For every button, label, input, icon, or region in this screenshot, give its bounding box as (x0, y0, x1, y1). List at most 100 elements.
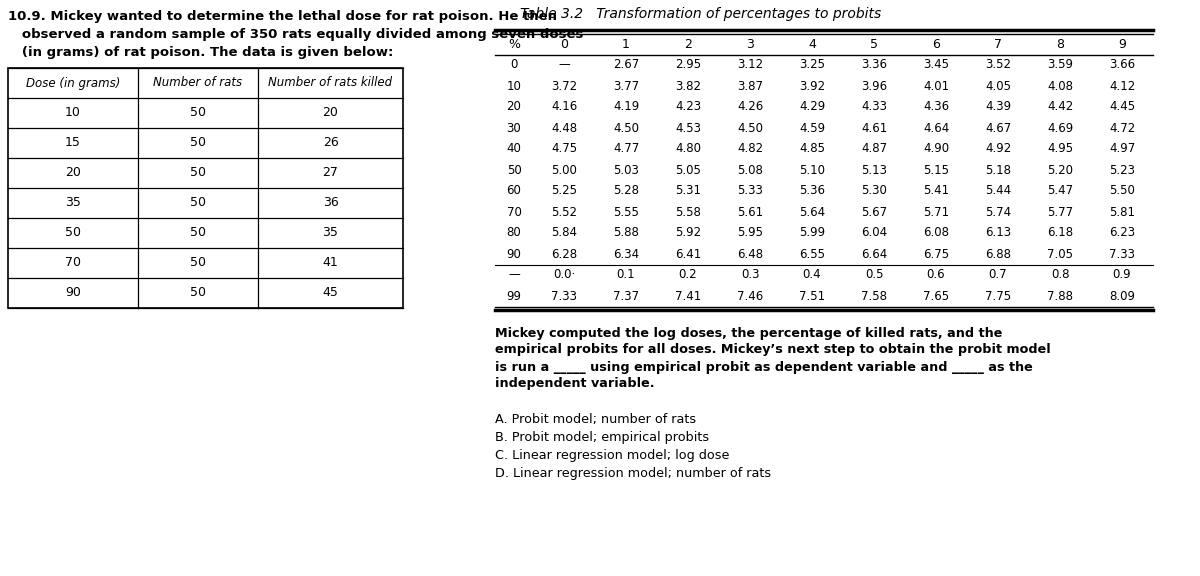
Text: 7.58: 7.58 (862, 290, 887, 302)
Text: 3.45: 3.45 (923, 59, 949, 71)
Text: 5.03: 5.03 (613, 164, 638, 176)
Text: 4.50: 4.50 (737, 122, 763, 135)
Text: 3.12: 3.12 (737, 59, 763, 71)
Text: 7.05: 7.05 (1046, 248, 1073, 260)
Text: 6.28: 6.28 (551, 248, 577, 260)
Text: 6: 6 (932, 37, 940, 51)
Text: 3.59: 3.59 (1046, 59, 1073, 71)
Text: 20: 20 (506, 100, 522, 113)
Text: 6.55: 6.55 (799, 248, 826, 260)
Text: 35: 35 (323, 226, 338, 240)
Text: 4.72: 4.72 (1109, 122, 1135, 135)
Text: 45: 45 (323, 286, 338, 300)
Text: 7.65: 7.65 (923, 290, 949, 302)
Text: 0.7: 0.7 (989, 268, 1007, 282)
Text: 35: 35 (65, 196, 80, 210)
Text: 5.18: 5.18 (985, 164, 1010, 176)
Text: 0: 0 (510, 59, 517, 71)
Text: 50: 50 (190, 137, 206, 150)
Text: 5.31: 5.31 (674, 184, 701, 198)
Text: 3.92: 3.92 (799, 79, 826, 93)
Text: 7: 7 (994, 37, 1002, 51)
Text: 8: 8 (1056, 37, 1064, 51)
Text: is run a _____ using empirical probit as dependent variable and _____ as the: is run a _____ using empirical probit as… (496, 361, 1033, 373)
Text: 20: 20 (65, 166, 80, 180)
Text: 5.41: 5.41 (923, 184, 949, 198)
Text: 7.46: 7.46 (737, 290, 763, 302)
Text: 4.59: 4.59 (799, 122, 826, 135)
Text: 5.67: 5.67 (860, 206, 887, 218)
Text: 5.95: 5.95 (737, 226, 763, 240)
Text: 5.13: 5.13 (862, 164, 887, 176)
Text: 5.64: 5.64 (799, 206, 826, 218)
Text: —: — (508, 268, 520, 282)
Text: 4.97: 4.97 (1109, 142, 1135, 156)
Text: 4.77: 4.77 (613, 142, 640, 156)
Text: 60: 60 (506, 184, 522, 198)
Text: D. Linear regression model; number of rats: D. Linear regression model; number of ra… (496, 467, 772, 479)
Text: 4.48: 4.48 (551, 122, 577, 135)
Text: 27: 27 (323, 166, 338, 180)
Text: 5.99: 5.99 (799, 226, 826, 240)
Text: 10: 10 (506, 79, 522, 93)
Text: A. Probit model; number of rats: A. Probit model; number of rats (496, 412, 696, 426)
Text: 6.23: 6.23 (1109, 226, 1135, 240)
Text: 99: 99 (506, 290, 522, 302)
Text: 10: 10 (65, 107, 80, 119)
Text: 6.08: 6.08 (923, 226, 949, 240)
Text: 7.33: 7.33 (551, 290, 577, 302)
Text: 5.47: 5.47 (1046, 184, 1073, 198)
Text: %: % (508, 37, 520, 51)
Text: 50: 50 (190, 256, 206, 270)
Text: Number of rats: Number of rats (154, 77, 242, 89)
Text: 4.69: 4.69 (1046, 122, 1073, 135)
Text: 50: 50 (190, 166, 206, 180)
Text: 6.34: 6.34 (613, 248, 640, 260)
Text: 6.88: 6.88 (985, 248, 1010, 260)
Text: 8.09: 8.09 (1109, 290, 1135, 302)
Text: 4.36: 4.36 (923, 100, 949, 113)
Bar (8, 68, 403, 308)
Text: 4.61: 4.61 (860, 122, 887, 135)
Text: 5.61: 5.61 (737, 206, 763, 218)
Text: 5.50: 5.50 (1109, 184, 1135, 198)
Text: 5: 5 (870, 37, 878, 51)
Text: Table 3.2   Transformation of percentages to probits: Table 3.2 Transformation of percentages … (520, 7, 881, 21)
Text: 10.9. Mickey wanted to determine the lethal dose for rat poison. He then: 10.9. Mickey wanted to determine the let… (8, 10, 557, 23)
Text: (in grams) of rat poison. The data is given below:: (in grams) of rat poison. The data is gi… (8, 46, 394, 59)
Text: 20: 20 (323, 107, 338, 119)
Text: 3.72: 3.72 (551, 79, 577, 93)
Text: 0.9: 0.9 (1112, 268, 1132, 282)
Text: 70: 70 (506, 206, 522, 218)
Text: 2.95: 2.95 (674, 59, 701, 71)
Text: 0.6: 0.6 (926, 268, 946, 282)
Text: 3: 3 (746, 37, 754, 51)
Text: 26: 26 (323, 137, 338, 150)
Text: 5.88: 5.88 (613, 226, 638, 240)
Text: 50: 50 (65, 226, 82, 240)
Text: 3.87: 3.87 (737, 79, 763, 93)
Text: 5.58: 5.58 (676, 206, 701, 218)
Text: 41: 41 (323, 256, 338, 270)
Text: 4.29: 4.29 (799, 100, 826, 113)
Text: 0: 0 (560, 37, 568, 51)
Text: 5.10: 5.10 (799, 164, 826, 176)
Text: 0.8: 0.8 (1051, 268, 1069, 282)
Text: 4.82: 4.82 (737, 142, 763, 156)
Text: 4.53: 4.53 (674, 122, 701, 135)
Text: observed a random sample of 350 rats equally divided among seven doses: observed a random sample of 350 rats equ… (8, 28, 583, 41)
Text: 3.77: 3.77 (613, 79, 640, 93)
Text: 4.39: 4.39 (985, 100, 1012, 113)
Text: 0.0·: 0.0· (553, 268, 575, 282)
Text: 5.30: 5.30 (862, 184, 887, 198)
Text: 0.5: 0.5 (865, 268, 883, 282)
Text: 15: 15 (65, 137, 80, 150)
Text: 7.37: 7.37 (613, 290, 640, 302)
Text: 4.33: 4.33 (862, 100, 887, 113)
Text: Number of rats killed: Number of rats killed (269, 77, 392, 89)
Text: 5.81: 5.81 (1109, 206, 1135, 218)
Text: 5.92: 5.92 (674, 226, 701, 240)
Text: 5.77: 5.77 (1046, 206, 1073, 218)
Text: 6.18: 6.18 (1046, 226, 1073, 240)
Text: 3.25: 3.25 (799, 59, 826, 71)
